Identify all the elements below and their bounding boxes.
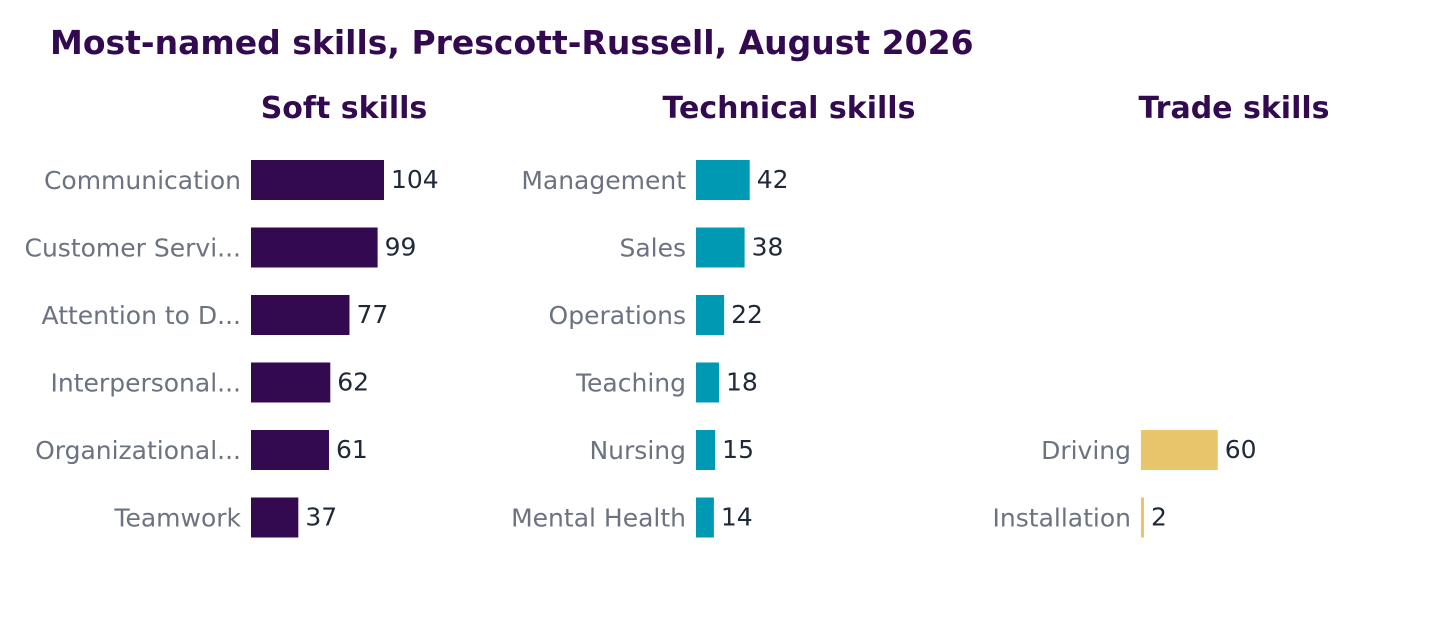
bar — [696, 160, 750, 200]
bar — [251, 160, 384, 200]
value-label: 77 — [356, 300, 388, 329]
category-label: Nursing — [589, 436, 686, 465]
category-label: Operations — [549, 301, 686, 330]
value-label: 99 — [385, 233, 417, 262]
panel-title: Trade skills — [1139, 91, 1330, 126]
category-label: Teaching — [575, 369, 686, 398]
value-label: 42 — [757, 165, 789, 194]
bar — [696, 227, 745, 268]
category-label: Attention to D... — [42, 301, 241, 330]
value-label: 18 — [726, 368, 758, 397]
value-label: 37 — [305, 503, 337, 532]
category-label: Organizational... — [35, 436, 241, 465]
bar — [251, 227, 378, 268]
value-label: 62 — [337, 368, 369, 397]
value-label: 60 — [1225, 435, 1257, 464]
category-label: Management — [521, 166, 686, 195]
category-label: Installation — [993, 504, 1131, 533]
category-label: Sales — [619, 234, 686, 263]
category-label: Customer Servi... — [25, 234, 242, 263]
panel-title: Technical skills — [663, 91, 916, 126]
category-label: Teamwork — [113, 504, 241, 533]
bar — [696, 362, 720, 403]
bar — [696, 430, 716, 470]
bar — [251, 430, 330, 470]
value-label: 14 — [721, 503, 753, 532]
bar — [1141, 497, 1144, 538]
value-label: 61 — [336, 435, 368, 464]
value-label: 15 — [722, 435, 754, 464]
panel-1: Soft skills Communication 104 Customer Serv… — [25, 91, 439, 538]
bar — [251, 362, 331, 403]
bar — [251, 295, 350, 335]
value-label: 2 — [1151, 503, 1167, 532]
bar — [1141, 430, 1218, 470]
category-label: Interpersonal... — [51, 369, 241, 398]
panel-2: Technical skills Management 42 Sales 38 Opera… — [511, 91, 915, 538]
panel-3: Trade skills Driving 60 Installation 2 — [993, 91, 1330, 538]
category-label: Mental Health — [511, 504, 686, 533]
bar — [251, 497, 299, 538]
value-label: 22 — [731, 300, 763, 329]
value-label: 38 — [752, 233, 784, 262]
chart-panels: Soft skills Communication 104 Customer Serv… — [25, 91, 1330, 538]
panel-title: Soft skills — [261, 91, 428, 126]
value-label: 104 — [391, 165, 439, 194]
bar — [696, 295, 725, 335]
category-label: Communication — [44, 166, 241, 195]
chart-title: Most-named skills, Prescott-Russell, Aug… — [50, 23, 974, 62]
category-label: Driving — [1041, 436, 1131, 465]
bar — [696, 497, 714, 538]
